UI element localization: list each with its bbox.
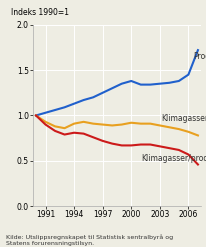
Text: Klimagasser/produksjon: Klimagasser/produksjon (140, 154, 206, 163)
Text: Indeks 1990=1: Indeks 1990=1 (11, 8, 69, 18)
Text: Kilde: Utslippsregnskapet til Statistisk sentralbyrå og
Statens forurensningstil: Kilde: Utslippsregnskapet til Statistisk… (6, 234, 172, 246)
Text: Produksjon: Produksjon (192, 52, 206, 61)
Text: Klimagasser: Klimagasser (161, 114, 206, 123)
